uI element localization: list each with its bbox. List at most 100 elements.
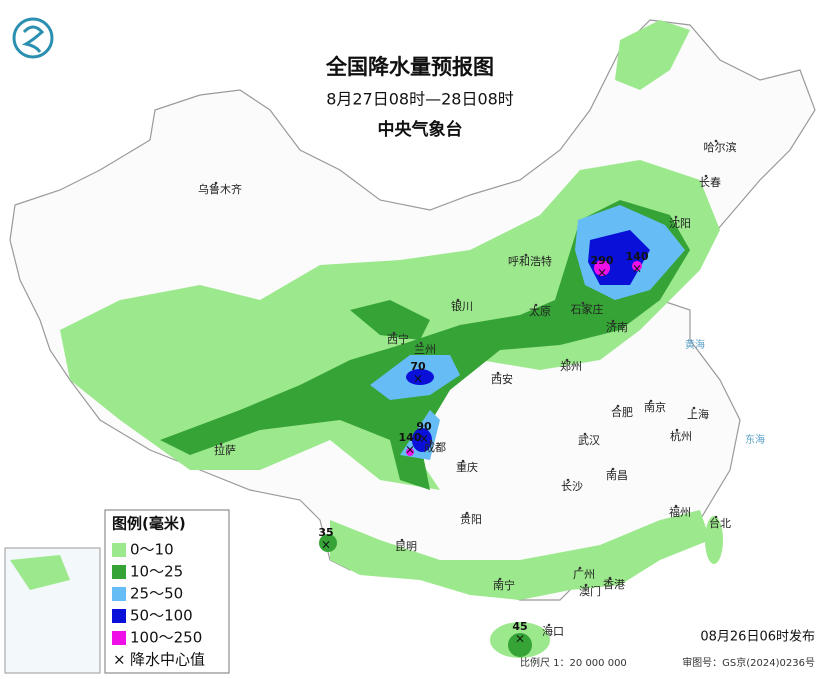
city-label: 杭州 — [670, 429, 692, 443]
city-label: 南京 — [644, 400, 666, 414]
rain-center-value: 90 — [416, 420, 432, 433]
city-dot — [608, 576, 612, 580]
city-dot — [578, 566, 582, 570]
city-dot — [456, 298, 460, 302]
legend-cross: × — [113, 651, 126, 669]
city-label: 银川 — [451, 299, 473, 313]
legend-label: 100～250 — [130, 629, 202, 647]
city-label: 长春 — [699, 176, 721, 189]
city-label: 贵阳 — [460, 513, 482, 526]
city-dot — [496, 371, 500, 375]
rain-center-value: 45 — [512, 620, 527, 633]
approval-number: 审图号：GS京(2024)0236号 — [682, 656, 815, 669]
city-label: 石家庄 — [571, 302, 604, 316]
rain-center-value: 140 — [626, 250, 649, 263]
city-dot — [419, 341, 423, 345]
city-dot — [498, 577, 502, 581]
map-title: 全国降水量预报图 — [325, 55, 494, 79]
city-label: 长沙 — [561, 480, 583, 493]
legend-label: 25～50 — [130, 585, 183, 603]
logo-mark — [21, 25, 45, 53]
city-label: 沈阳 — [669, 216, 691, 230]
city-dot — [534, 303, 538, 307]
city-dot — [584, 583, 588, 587]
rain-center-value: 70 — [410, 360, 426, 373]
city-dot — [566, 478, 570, 482]
city-label: 兰州 — [414, 343, 436, 356]
legend-label: 降水中心值 — [130, 651, 205, 669]
rain-center-cross: × — [405, 443, 415, 457]
city-label: 西安 — [491, 372, 513, 386]
city-dot — [714, 515, 718, 519]
issued-time: 08月26日06时发布 — [700, 629, 815, 645]
city-dot — [400, 538, 404, 542]
city-label: 郑州 — [560, 359, 582, 373]
city-label: 成都 — [424, 441, 446, 454]
rain-center-value: 290 — [591, 254, 614, 267]
city-dot — [616, 404, 620, 408]
sea-label: 东海 — [745, 433, 765, 446]
city-dot — [214, 181, 218, 185]
map-period: 8月27日08时—28日08时 — [326, 90, 514, 109]
rain-center-cross: × — [419, 432, 429, 446]
legend-swatch — [112, 609, 126, 623]
city-label: 福州 — [669, 505, 691, 519]
city-label: 广州 — [573, 568, 595, 581]
city-dot — [392, 331, 396, 335]
rain-center-cross: × — [321, 538, 331, 552]
city-dot — [675, 428, 679, 432]
city-label: 澳门 — [579, 584, 601, 598]
city-label: 南昌 — [606, 469, 628, 482]
rain-center-value: 140 — [399, 431, 422, 444]
city-label: 哈尔滨 — [704, 140, 737, 154]
rain-center-cross: × — [413, 372, 423, 386]
rain-center-value: 35 — [318, 526, 333, 539]
city-label: 海口 — [542, 624, 564, 638]
legend-swatch — [112, 543, 126, 557]
city-label: 乌鲁木齐 — [198, 182, 242, 196]
city-dot — [461, 459, 465, 463]
city-label: 台北 — [709, 516, 731, 530]
rain-area-heavy — [406, 260, 642, 456]
city-dot — [465, 511, 469, 515]
city-label: 香港 — [603, 578, 625, 591]
legend-swatch — [112, 631, 126, 645]
city-dot — [611, 467, 615, 471]
rain-center-cross: × — [515, 632, 525, 646]
city-label: 太原 — [529, 305, 551, 318]
city-dot — [714, 139, 718, 143]
city-label: 重庆 — [456, 460, 478, 474]
legend-swatch — [112, 565, 126, 579]
legend-title: 图例(毫米) — [112, 515, 186, 533]
city-dot — [547, 623, 551, 627]
city-label: 昆明 — [395, 540, 417, 553]
city-label: 上海 — [687, 407, 709, 421]
city-label: 武汉 — [578, 434, 600, 447]
city-dot — [429, 439, 433, 443]
inset-land — [10, 555, 70, 590]
rain-area-medium — [160, 200, 690, 657]
city-dot — [674, 504, 678, 508]
city-dot — [565, 358, 569, 362]
legend-swatch — [112, 587, 126, 601]
logo — [12, 17, 54, 59]
city-dot — [611, 319, 615, 323]
city-dot — [674, 215, 678, 219]
city-label: 济南 — [606, 320, 628, 334]
rain-center-cross: × — [632, 262, 642, 276]
city-dot — [583, 432, 587, 436]
scale: 比例尺 1：20 000 000 — [520, 656, 627, 669]
city-dot — [524, 253, 528, 257]
city-dot — [219, 442, 223, 446]
city-dot — [649, 399, 653, 403]
sea-label: 黄海 — [685, 338, 705, 351]
city-label: 南宁 — [493, 578, 515, 592]
city-label: 拉萨 — [214, 443, 236, 457]
legend-label: 10～25 — [130, 563, 183, 581]
rain-center-cross: × — [597, 266, 607, 280]
city-dot — [704, 174, 708, 178]
legend-label: 0～10 — [130, 541, 174, 559]
city-dot — [581, 301, 585, 305]
